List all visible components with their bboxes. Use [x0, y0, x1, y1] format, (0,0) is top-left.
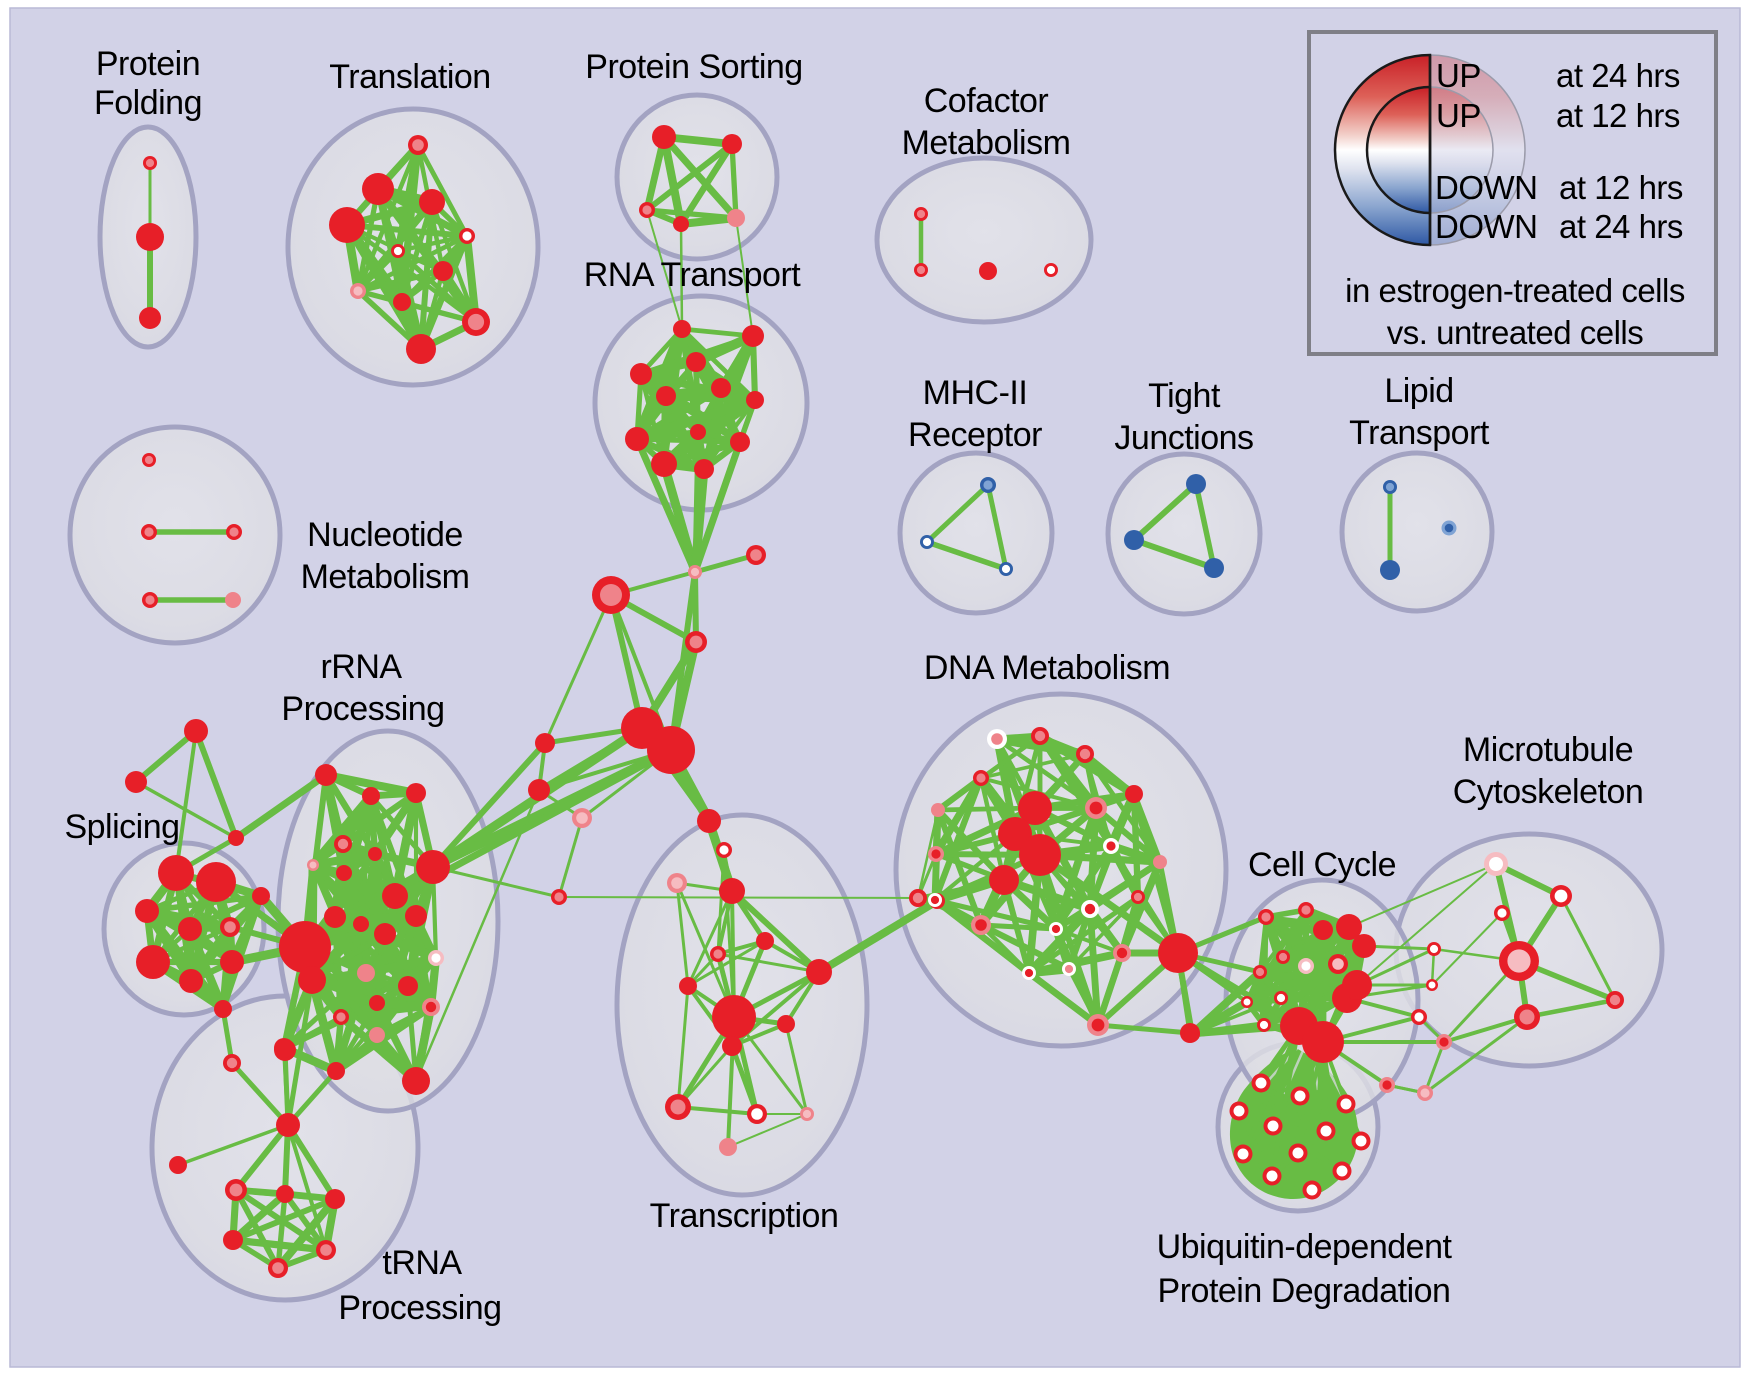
svg-text:Processing: Processing — [281, 690, 444, 728]
svg-text:RNA Transport: RNA Transport — [584, 256, 802, 294]
svg-text:Microtubule: Microtubule — [1463, 731, 1633, 769]
svg-text:Protein Sorting: Protein Sorting — [585, 48, 802, 86]
svg-text:Transport: Transport — [1349, 414, 1490, 452]
svg-text:tRNA: tRNA — [382, 1244, 462, 1282]
svg-text:in estrogen-treated cells: in estrogen-treated cells — [1345, 272, 1685, 309]
svg-text:at 24 hrs: at 24 hrs — [1559, 208, 1683, 245]
svg-text:at 12 hrs: at 12 hrs — [1559, 169, 1683, 206]
svg-text:Junctions: Junctions — [1114, 419, 1253, 457]
svg-text:DOWN: DOWN — [1435, 208, 1537, 245]
svg-text:at 24 hrs: at 24 hrs — [1556, 57, 1680, 94]
svg-text:Receptor: Receptor — [908, 416, 1042, 454]
svg-text:Cytoskeleton: Cytoskeleton — [1453, 773, 1644, 811]
svg-text:Ubiquitin-dependent: Ubiquitin-dependent — [1157, 1228, 1453, 1266]
svg-text:Processing: Processing — [338, 1289, 501, 1327]
svg-text:Splicing: Splicing — [64, 808, 179, 846]
svg-text:Metabolism: Metabolism — [902, 124, 1071, 162]
svg-text:rRNA: rRNA — [320, 648, 402, 686]
svg-text:UP: UP — [1436, 57, 1481, 94]
svg-text:Folding: Folding — [94, 84, 202, 122]
svg-text:UP: UP — [1436, 97, 1481, 134]
svg-text:Protein Degradation: Protein Degradation — [1158, 1272, 1451, 1310]
svg-text:DOWN: DOWN — [1435, 169, 1537, 206]
svg-text:Cofactor: Cofactor — [924, 82, 1049, 120]
svg-text:vs. untreated cells: vs. untreated cells — [1387, 314, 1643, 351]
svg-text:MHC-II: MHC-II — [923, 374, 1028, 412]
svg-text:at 12 hrs: at 12 hrs — [1556, 97, 1680, 134]
svg-text:Tight: Tight — [1148, 377, 1221, 415]
svg-text:Transcription: Transcription — [650, 1197, 839, 1235]
svg-text:Cell Cycle: Cell Cycle — [1248, 846, 1396, 884]
svg-text:Nucleotide: Nucleotide — [307, 516, 463, 554]
svg-text:Lipid: Lipid — [1384, 372, 1453, 410]
svg-text:DNA Metabolism: DNA Metabolism — [924, 649, 1170, 687]
svg-text:Translation: Translation — [329, 58, 490, 96]
svg-text:Metabolism: Metabolism — [301, 558, 470, 596]
svg-text:Protein: Protein — [96, 45, 200, 83]
